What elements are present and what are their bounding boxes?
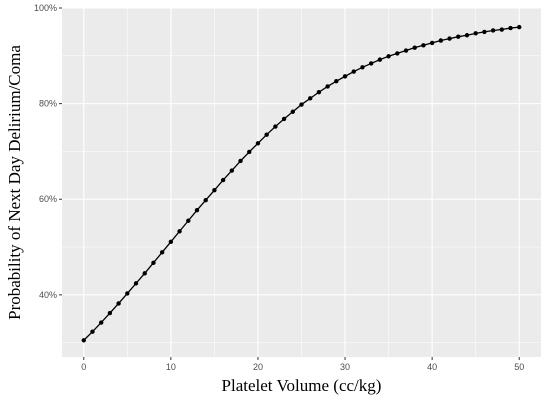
data-point — [194, 208, 200, 213]
data-point — [203, 197, 208, 203]
x-tick-label: 30 — [340, 362, 350, 372]
data-point — [395, 51, 400, 56]
data-point — [125, 291, 130, 296]
data-point — [151, 260, 156, 266]
data-point — [133, 281, 139, 286]
x-tick-label: 0 — [81, 362, 86, 372]
data-point — [186, 218, 191, 223]
data-point — [81, 338, 86, 343]
data-point — [238, 158, 243, 164]
x-axis-title: Platelet Volume (cc/kg) — [222, 376, 382, 395]
data-point — [490, 28, 496, 33]
y-axis-title: Probability of Next Day Delirium/Coma — [5, 45, 24, 320]
grid-lines — [62, 7, 541, 357]
data-point — [281, 116, 287, 122]
y-tick-label: 60% — [39, 194, 57, 204]
y-tick-label: 80% — [39, 99, 57, 109]
data-points — [81, 24, 522, 343]
x-tick-label: 10 — [166, 362, 176, 372]
data-point — [247, 149, 252, 155]
data-point — [334, 78, 339, 84]
y-tick-label: 100% — [34, 3, 57, 13]
data-point — [159, 250, 165, 255]
data-point — [273, 124, 278, 129]
data-point — [107, 310, 113, 316]
x-tick-label: 40 — [427, 362, 437, 372]
data-point — [229, 168, 235, 173]
data-point — [255, 141, 261, 146]
data-point — [464, 33, 470, 38]
x-tick-label: 50 — [514, 362, 524, 372]
data-point — [342, 74, 348, 79]
data-point — [142, 271, 147, 276]
data-point — [308, 96, 313, 101]
data-point — [351, 69, 356, 74]
y-tick-label: 40% — [39, 290, 57, 300]
x-tick-label: 20 — [253, 362, 263, 372]
data-point — [290, 109, 295, 114]
data-point — [220, 177, 226, 183]
data-point — [368, 61, 374, 66]
data-point — [482, 29, 487, 35]
data-point — [499, 27, 505, 32]
data-point — [456, 34, 461, 39]
data-point — [360, 65, 365, 70]
data-point — [412, 45, 417, 50]
data-point — [325, 84, 330, 89]
data-point — [177, 229, 182, 234]
axis-ticks: 0 10 20 30 40 50 40% 60% 80% 100% — [34, 3, 524, 372]
data-point — [447, 36, 452, 41]
data-point — [264, 132, 269, 137]
data-point — [98, 320, 104, 325]
data-point — [116, 301, 121, 306]
data-point — [168, 239, 174, 244]
data-point — [438, 38, 444, 43]
data-point — [473, 31, 478, 36]
data-point — [316, 89, 322, 95]
data-point — [377, 57, 383, 62]
data-point — [421, 43, 426, 48]
data-point — [508, 25, 513, 31]
data-point — [90, 329, 95, 334]
data-point — [386, 54, 391, 59]
data-point — [429, 40, 435, 46]
data-point — [403, 48, 409, 53]
data-point — [517, 24, 522, 30]
data-point — [299, 102, 304, 107]
data-point — [212, 187, 217, 193]
